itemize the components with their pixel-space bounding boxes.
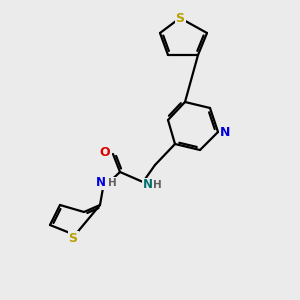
Text: N: N <box>143 178 153 191</box>
Text: O: O <box>100 146 110 158</box>
Text: S: S <box>68 232 77 244</box>
Text: S: S <box>176 11 184 25</box>
Text: H: H <box>153 180 161 190</box>
Text: N: N <box>96 176 106 190</box>
Text: H: H <box>108 178 116 188</box>
Text: N: N <box>220 125 230 139</box>
